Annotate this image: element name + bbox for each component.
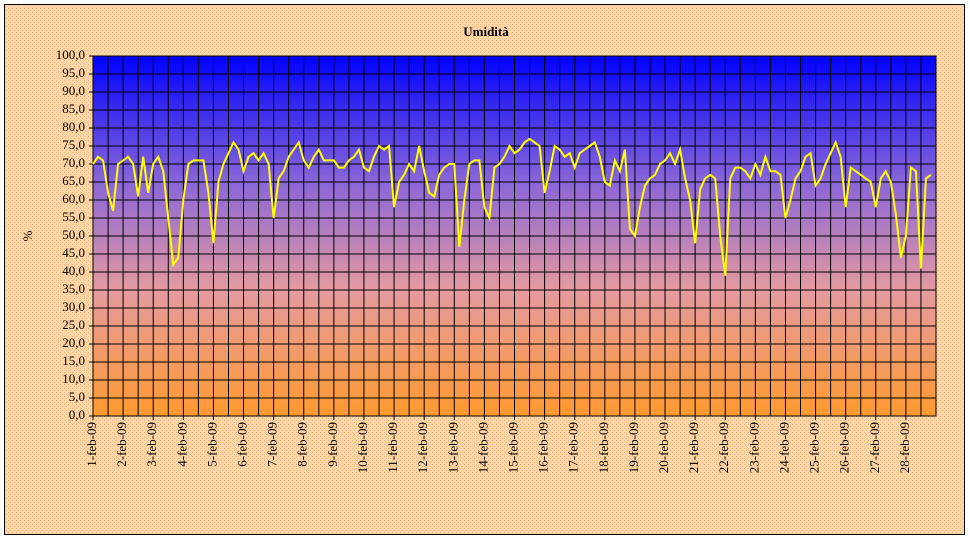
y-tick-label: 5,0 xyxy=(69,389,85,404)
y-tick-label: 10,0 xyxy=(62,371,85,386)
y-tick-label: 80,0 xyxy=(62,119,85,134)
x-tick-label: 8-feb-09 xyxy=(295,422,310,467)
y-tick-label: 45,0 xyxy=(62,245,85,260)
y-tick-label: 90,0 xyxy=(62,83,85,98)
y-tick-label: 75,0 xyxy=(62,137,85,152)
x-tick-label: 27-feb-09 xyxy=(867,422,882,473)
x-tick-label: 11-feb-09 xyxy=(385,422,400,473)
x-tick-label: 23-feb-09 xyxy=(746,422,761,473)
y-tick-label: 50,0 xyxy=(62,227,85,242)
y-tick-label: 70,0 xyxy=(62,155,85,170)
y-tick-label: 85,0 xyxy=(62,101,85,116)
x-tick-label: 24-feb-09 xyxy=(776,422,791,473)
y-tick-label: 60,0 xyxy=(62,191,85,206)
x-tick-label: 6-feb-09 xyxy=(235,422,250,467)
y-tick-label: 30,0 xyxy=(62,299,85,314)
x-tick-label: 22-feb-09 xyxy=(716,422,731,473)
y-axis-label: % xyxy=(20,230,35,241)
x-tick-label: 25-feb-09 xyxy=(807,422,822,473)
y-tick-label: 0,0 xyxy=(69,407,85,422)
chart-title: Umidità xyxy=(463,24,509,39)
y-tick-label: 95,0 xyxy=(62,65,85,80)
x-tick-label: 12-feb-09 xyxy=(415,422,430,473)
x-tick-label: 15-feb-09 xyxy=(505,422,520,473)
data-line xyxy=(92,137,932,276)
y-tick-label: 20,0 xyxy=(62,335,85,350)
y-tick-label: 65,0 xyxy=(62,173,85,188)
x-tick-label: 1-feb-09 xyxy=(84,422,99,467)
x-tick-label: 9-feb-09 xyxy=(325,422,340,467)
x-tick-label: 2-feb-09 xyxy=(114,422,129,467)
x-tick-label: 20-feb-09 xyxy=(656,422,671,473)
x-tick-label: 16-feb-09 xyxy=(536,422,551,473)
x-tick-label: 21-feb-09 xyxy=(686,422,701,473)
x-tick-label: 19-feb-09 xyxy=(626,422,641,473)
y-tick-label: 35,0 xyxy=(62,281,85,296)
x-tick-label: 4-feb-09 xyxy=(174,422,189,467)
y-tick-label: 40,0 xyxy=(62,263,85,278)
x-tick-label: 26-feb-09 xyxy=(837,422,852,473)
x-tick-label: 17-feb-09 xyxy=(566,422,581,473)
x-tick-label: 10-feb-09 xyxy=(355,422,370,473)
plot-border xyxy=(92,55,937,417)
x-tick-label: 28-feb-09 xyxy=(897,422,912,473)
y-tick-label: 15,0 xyxy=(62,353,85,368)
y-tick-label: 100,0 xyxy=(56,47,85,62)
y-tick-label: 25,0 xyxy=(62,317,85,332)
x-tick-label: 18-feb-09 xyxy=(596,422,611,473)
y-tick-label: 55,0 xyxy=(62,209,85,224)
x-tick-label: 3-feb-09 xyxy=(144,422,159,467)
x-tick-label: 7-feb-09 xyxy=(265,422,280,467)
x-tick-label: 14-feb-09 xyxy=(475,422,490,473)
x-tick-label: 13-feb-09 xyxy=(445,422,460,473)
x-tick-label: 5-feb-09 xyxy=(204,422,219,467)
